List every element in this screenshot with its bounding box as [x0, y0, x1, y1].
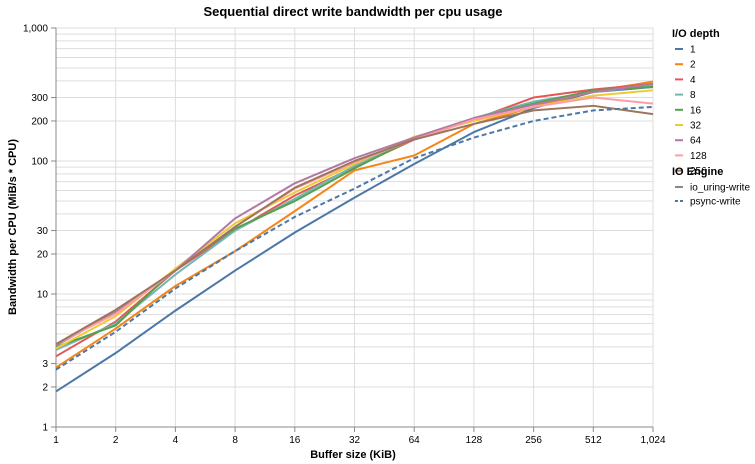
legend-label: 128	[690, 151, 707, 162]
y-tick-label: 20	[37, 249, 49, 260]
y-tick-label: 1	[42, 423, 48, 434]
axes: 1 2 4 8 16 32 64 128 256 512 1,024 1 2 3 10 20 30 100 200 3…	[23, 24, 666, 447]
x-tick-label: 128	[466, 435, 483, 446]
legend-style-label: io_uring-write	[690, 183, 750, 194]
legend-label: 32	[690, 121, 702, 132]
y-tick-label: 30	[37, 226, 49, 237]
x-tick-label: 2	[113, 435, 119, 446]
grid	[55, 27, 654, 428]
legend-color-title: I/O depth	[672, 28, 720, 40]
y-tick-label: 3	[42, 359, 48, 370]
x-tick-label: 256	[525, 435, 542, 446]
legend-label: 256	[690, 166, 707, 177]
legend-label: 8	[690, 90, 696, 101]
y-tick-label: 100	[31, 157, 48, 168]
legend-style-label: psync-write	[690, 197, 741, 208]
x-tick-label: 512	[585, 435, 602, 446]
x-tick-label: 64	[409, 435, 421, 446]
series-line-psync-depth-unlabeled	[55, 105, 654, 371]
y-axis-title: Bandwidth per CPU (MiB/s * CPU)	[7, 139, 19, 315]
x-tick-label: 1,024	[640, 435, 665, 446]
series-line-io-uring-depth-16	[55, 86, 654, 348]
y-tick-label: 300	[31, 93, 48, 104]
y-tick-label: 200	[31, 116, 48, 127]
x-tick-label: 4	[173, 435, 179, 446]
legend-style-title: IO Engine	[672, 166, 723, 178]
x-tick-label: 32	[349, 435, 361, 446]
y-tick-label: 10	[37, 290, 49, 301]
y-tick-label: 2	[42, 382, 48, 393]
legend-label: 4	[690, 75, 696, 86]
y-tick-label: 1,000	[23, 24, 48, 35]
x-tick-label: 8	[232, 435, 238, 446]
series-line-io-uring-depth-128	[55, 96, 654, 346]
series-line-io-uring-depth-256	[55, 104, 654, 345]
series-line-io-uring-depth-2	[55, 80, 654, 369]
legend-label: 2	[690, 60, 696, 71]
legend-label: 1	[690, 45, 696, 56]
x-tick-label: 16	[289, 435, 301, 446]
chart-title: Sequential direct write bandwidth per cp…	[203, 4, 502, 19]
legend: I/O depth 1 2 4 8 16 32 64 128 256 IO Engine io_…	[672, 28, 750, 208]
x-axis-title: Buffer size (KiB)	[310, 449, 396, 461]
legend-label: 16	[690, 105, 702, 116]
legend-label: 64	[690, 136, 702, 147]
plot-lines	[55, 80, 654, 393]
x-tick-label: 1	[53, 435, 59, 446]
